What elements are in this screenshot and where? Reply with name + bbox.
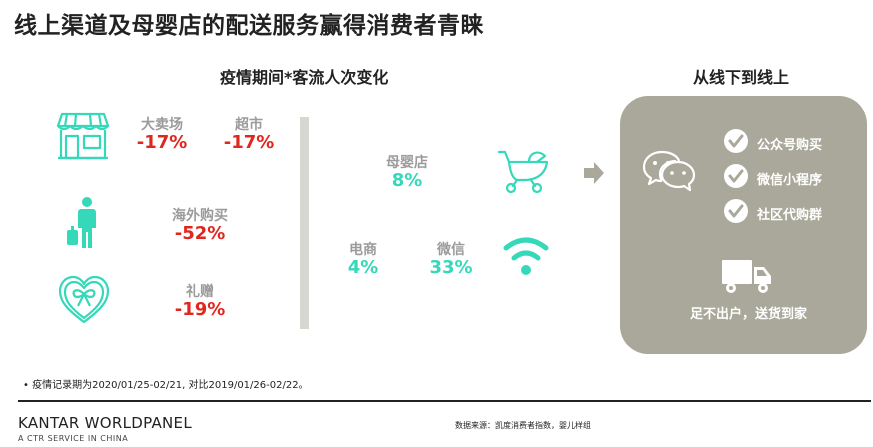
stroller-icon <box>497 150 549 194</box>
check-icon <box>724 164 748 188</box>
ecommerce-label: 电商 <box>349 242 377 258</box>
footnote: • 疫情记录期为2020/01/25-02/21, 对比2019/01/26-0… <box>23 380 309 391</box>
check-item-community-group: 社区代购群 <box>757 208 823 223</box>
data-source: 数据来源：凯度消费者指数，婴儿样组 <box>455 421 591 430</box>
right-section-title: 从线下到线上 <box>693 68 790 87</box>
supermarket-value: -17% <box>223 132 275 153</box>
overseas-label: 海外购买 <box>172 208 228 224</box>
brand-logo: KANTAR WORLDPANEL <box>18 414 192 432</box>
check-icon <box>724 129 748 153</box>
footer-rule <box>18 400 871 402</box>
mombaby-value: 8% <box>391 170 423 191</box>
brand-subtitle: A CTR SERVICE IN CHINA <box>18 434 129 443</box>
wifi-icon <box>503 237 549 275</box>
delivery-text: 足不出户，送货到家 <box>690 307 808 322</box>
overseas-value: -52% <box>174 223 226 244</box>
traveler-icon <box>67 197 96 248</box>
wechat-label: 微信 <box>437 242 465 258</box>
gift-label: 礼赠 <box>186 284 214 300</box>
page-title: 线上渠道及母婴店的配送服务赢得消费者青睐 <box>14 13 484 39</box>
supermarket-label: 超市 <box>235 117 263 133</box>
gift-value: -19% <box>174 299 226 320</box>
truck-icon <box>722 260 771 293</box>
gift-heart-icon <box>58 275 110 324</box>
store-icon <box>56 112 110 160</box>
check-item-mini-program: 微信小程序 <box>757 173 823 188</box>
left-section-title: 疫情期间*客流人次变化 <box>220 68 389 87</box>
ecommerce-value: 4% <box>347 257 379 278</box>
wechat-value: 33% <box>429 257 473 278</box>
hypermarket-value: -17% <box>136 132 188 153</box>
check-item-official-account: 公众号购买 <box>757 138 823 153</box>
section-divider <box>300 117 309 329</box>
wechat-icon <box>642 150 696 192</box>
check-icon <box>724 199 748 223</box>
hypermarket-label: 大卖场 <box>141 117 183 133</box>
arrow-right-icon <box>584 162 604 184</box>
mombaby-label: 母婴店 <box>386 155 428 171</box>
